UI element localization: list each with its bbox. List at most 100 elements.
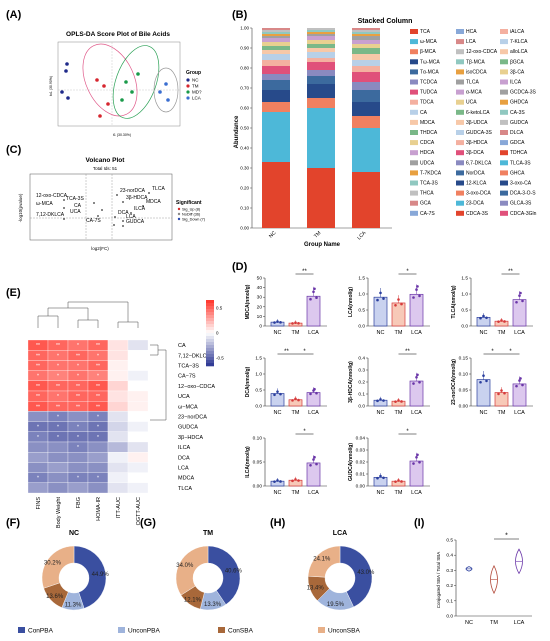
heatmap-sig-mark: *	[97, 374, 99, 380]
stacked-legend-swatch	[500, 49, 508, 55]
stacked-legend-label: GCA	[420, 201, 432, 207]
donut-legend-swatch	[118, 627, 125, 633]
dot-plot-point	[309, 463, 312, 467]
volcano-legend-label: NoDiff (36)	[182, 213, 201, 217]
stacked-ytick-label: 0.00	[240, 226, 249, 231]
stacked-legend-label: 3β-DCA	[466, 150, 485, 156]
heatmap-sig-mark: *	[97, 353, 99, 359]
dot-plot-point	[418, 460, 421, 464]
stacked-legend-swatch	[410, 150, 418, 156]
violin-shape	[515, 548, 523, 575]
dot-plot-ytick-label: 1.5	[358, 276, 365, 282]
dot-plot-xlabel: NC	[274, 330, 282, 336]
volcano-point-label: 23-norDCA	[120, 188, 146, 194]
dot-plot-point	[291, 322, 294, 325]
stacked-legend-label: TCA-3S	[420, 181, 438, 187]
dot-plot-ytick-label: 0.00	[253, 484, 263, 490]
stacked-legend-label: 23-DCA	[466, 201, 484, 207]
opls-point	[158, 90, 162, 94]
heatmap-row-label: 23−norDCA	[178, 415, 207, 421]
opls-point	[60, 90, 64, 94]
stacked-legend-label: TUDCA	[420, 90, 438, 96]
volcano-point-label: CA-7S	[86, 218, 101, 224]
donut-legend-label: ConPBA	[28, 628, 54, 635]
stacked-legend-label: Tα-MCA	[420, 69, 439, 75]
stacked-legend-label: GCDCA-3S	[510, 90, 537, 96]
dot-plot-ylabel: MDCA(nmol/g)	[245, 284, 251, 319]
dot-plot-sig-mark: *	[303, 349, 306, 355]
donut-nc-title: NC	[69, 530, 79, 537]
volcano-point	[63, 207, 65, 209]
stacked-legend-swatch	[410, 180, 418, 186]
heatmap-cell	[127, 390, 149, 402]
opls-point	[124, 80, 128, 84]
dot-plot-xlabel: NC	[480, 410, 488, 416]
stacked-legend-label: 12-KLCA	[466, 181, 487, 187]
stacked-segment	[307, 44, 335, 48]
stacked-legend-label: 7-KLCA	[510, 39, 528, 45]
opls-legend-swatch	[186, 96, 190, 100]
dot-plot-point	[297, 479, 300, 482]
dot-plot-point	[412, 382, 415, 385]
heatmap-sig-mark: **	[36, 394, 40, 400]
dot-plot-point	[273, 321, 276, 324]
opls-point	[98, 114, 102, 118]
stacked-ytick-label: 0.50	[240, 126, 249, 131]
heatmap-cell	[27, 462, 49, 473]
stacked-legend-swatch	[410, 200, 418, 206]
dot-plot-point	[521, 383, 524, 387]
stacked-segment	[307, 40, 335, 44]
dot-plot-point	[479, 316, 482, 320]
dot-plot-xlabel: TM	[498, 410, 506, 416]
donut-slice-label: 43.0%	[357, 570, 375, 576]
dot-plot-point	[503, 391, 506, 395]
heatmap-col-label: OGTT-AUC	[136, 497, 142, 525]
stacked-legend-swatch	[410, 160, 418, 166]
stacked-legend-label: GHDCA	[510, 100, 529, 106]
dot-plot-bar	[306, 392, 321, 407]
stacked-legend-label: DCA-3-O-S	[510, 191, 536, 197]
stacked-legend-swatch	[500, 150, 508, 156]
stacked-segment	[352, 116, 380, 128]
dot-plot-point	[276, 479, 279, 482]
volcano-point	[97, 215, 99, 217]
heatmap-row-label: MDCA	[178, 476, 195, 482]
dot-plot-xlabel: TM	[395, 490, 403, 496]
stacked-bars: NC TM LCA	[262, 28, 380, 241]
heatmap-sig-mark: *	[77, 374, 79, 380]
dot-plot-point	[279, 480, 282, 483]
donut-slice	[207, 545, 241, 605]
heatmap-scale-step	[206, 321, 214, 325]
heatmap-sig-mark: **	[76, 394, 80, 400]
dot-plot-ylabel: ILCA(nmol/g)	[245, 446, 251, 478]
heatmap-sig-mark: **	[56, 384, 60, 390]
heatmap-cell	[107, 482, 129, 494]
dot-plot-ytick-label: 0.2	[358, 380, 365, 386]
stacked-legend-label: UDCA	[420, 160, 435, 166]
dot-plot-xlabel: LCA	[514, 410, 525, 416]
stacked-legend-swatch	[456, 130, 464, 135]
stacked-segment	[352, 30, 380, 32]
heatmap-cell	[127, 421, 149, 432]
heatmap-cell	[87, 452, 109, 463]
dot-plot-point	[379, 474, 382, 478]
dot-plot-point	[412, 462, 415, 465]
volcano-point-label: ILCA	[134, 206, 146, 212]
heatmap-col-label: HOMA-IR	[96, 497, 102, 521]
heatmap-sig-mark: *	[57, 425, 59, 431]
stacked-segment	[262, 34, 290, 36]
opls-point	[106, 102, 110, 106]
heatmap-col-label: FINS	[36, 497, 42, 510]
dot-plot-bar	[409, 293, 424, 327]
dot-plot-ytick-label: 0.1	[358, 392, 365, 398]
dot-plot-ytick-label: 0.4	[358, 356, 365, 362]
volcano-point-label: 3β-HDCA	[126, 195, 148, 201]
stacked-legend-label: 6,7-DKLCA	[466, 160, 492, 166]
heatmap-scale-label: 0	[216, 331, 219, 336]
dot-plot-point	[415, 375, 418, 379]
dot-plot-ytick-label: 0.03	[356, 448, 366, 454]
heatmap-scale-step	[206, 303, 214, 307]
stacked-ytick-label: 0.80	[240, 66, 249, 71]
stacked-legend-swatch	[456, 150, 464, 156]
